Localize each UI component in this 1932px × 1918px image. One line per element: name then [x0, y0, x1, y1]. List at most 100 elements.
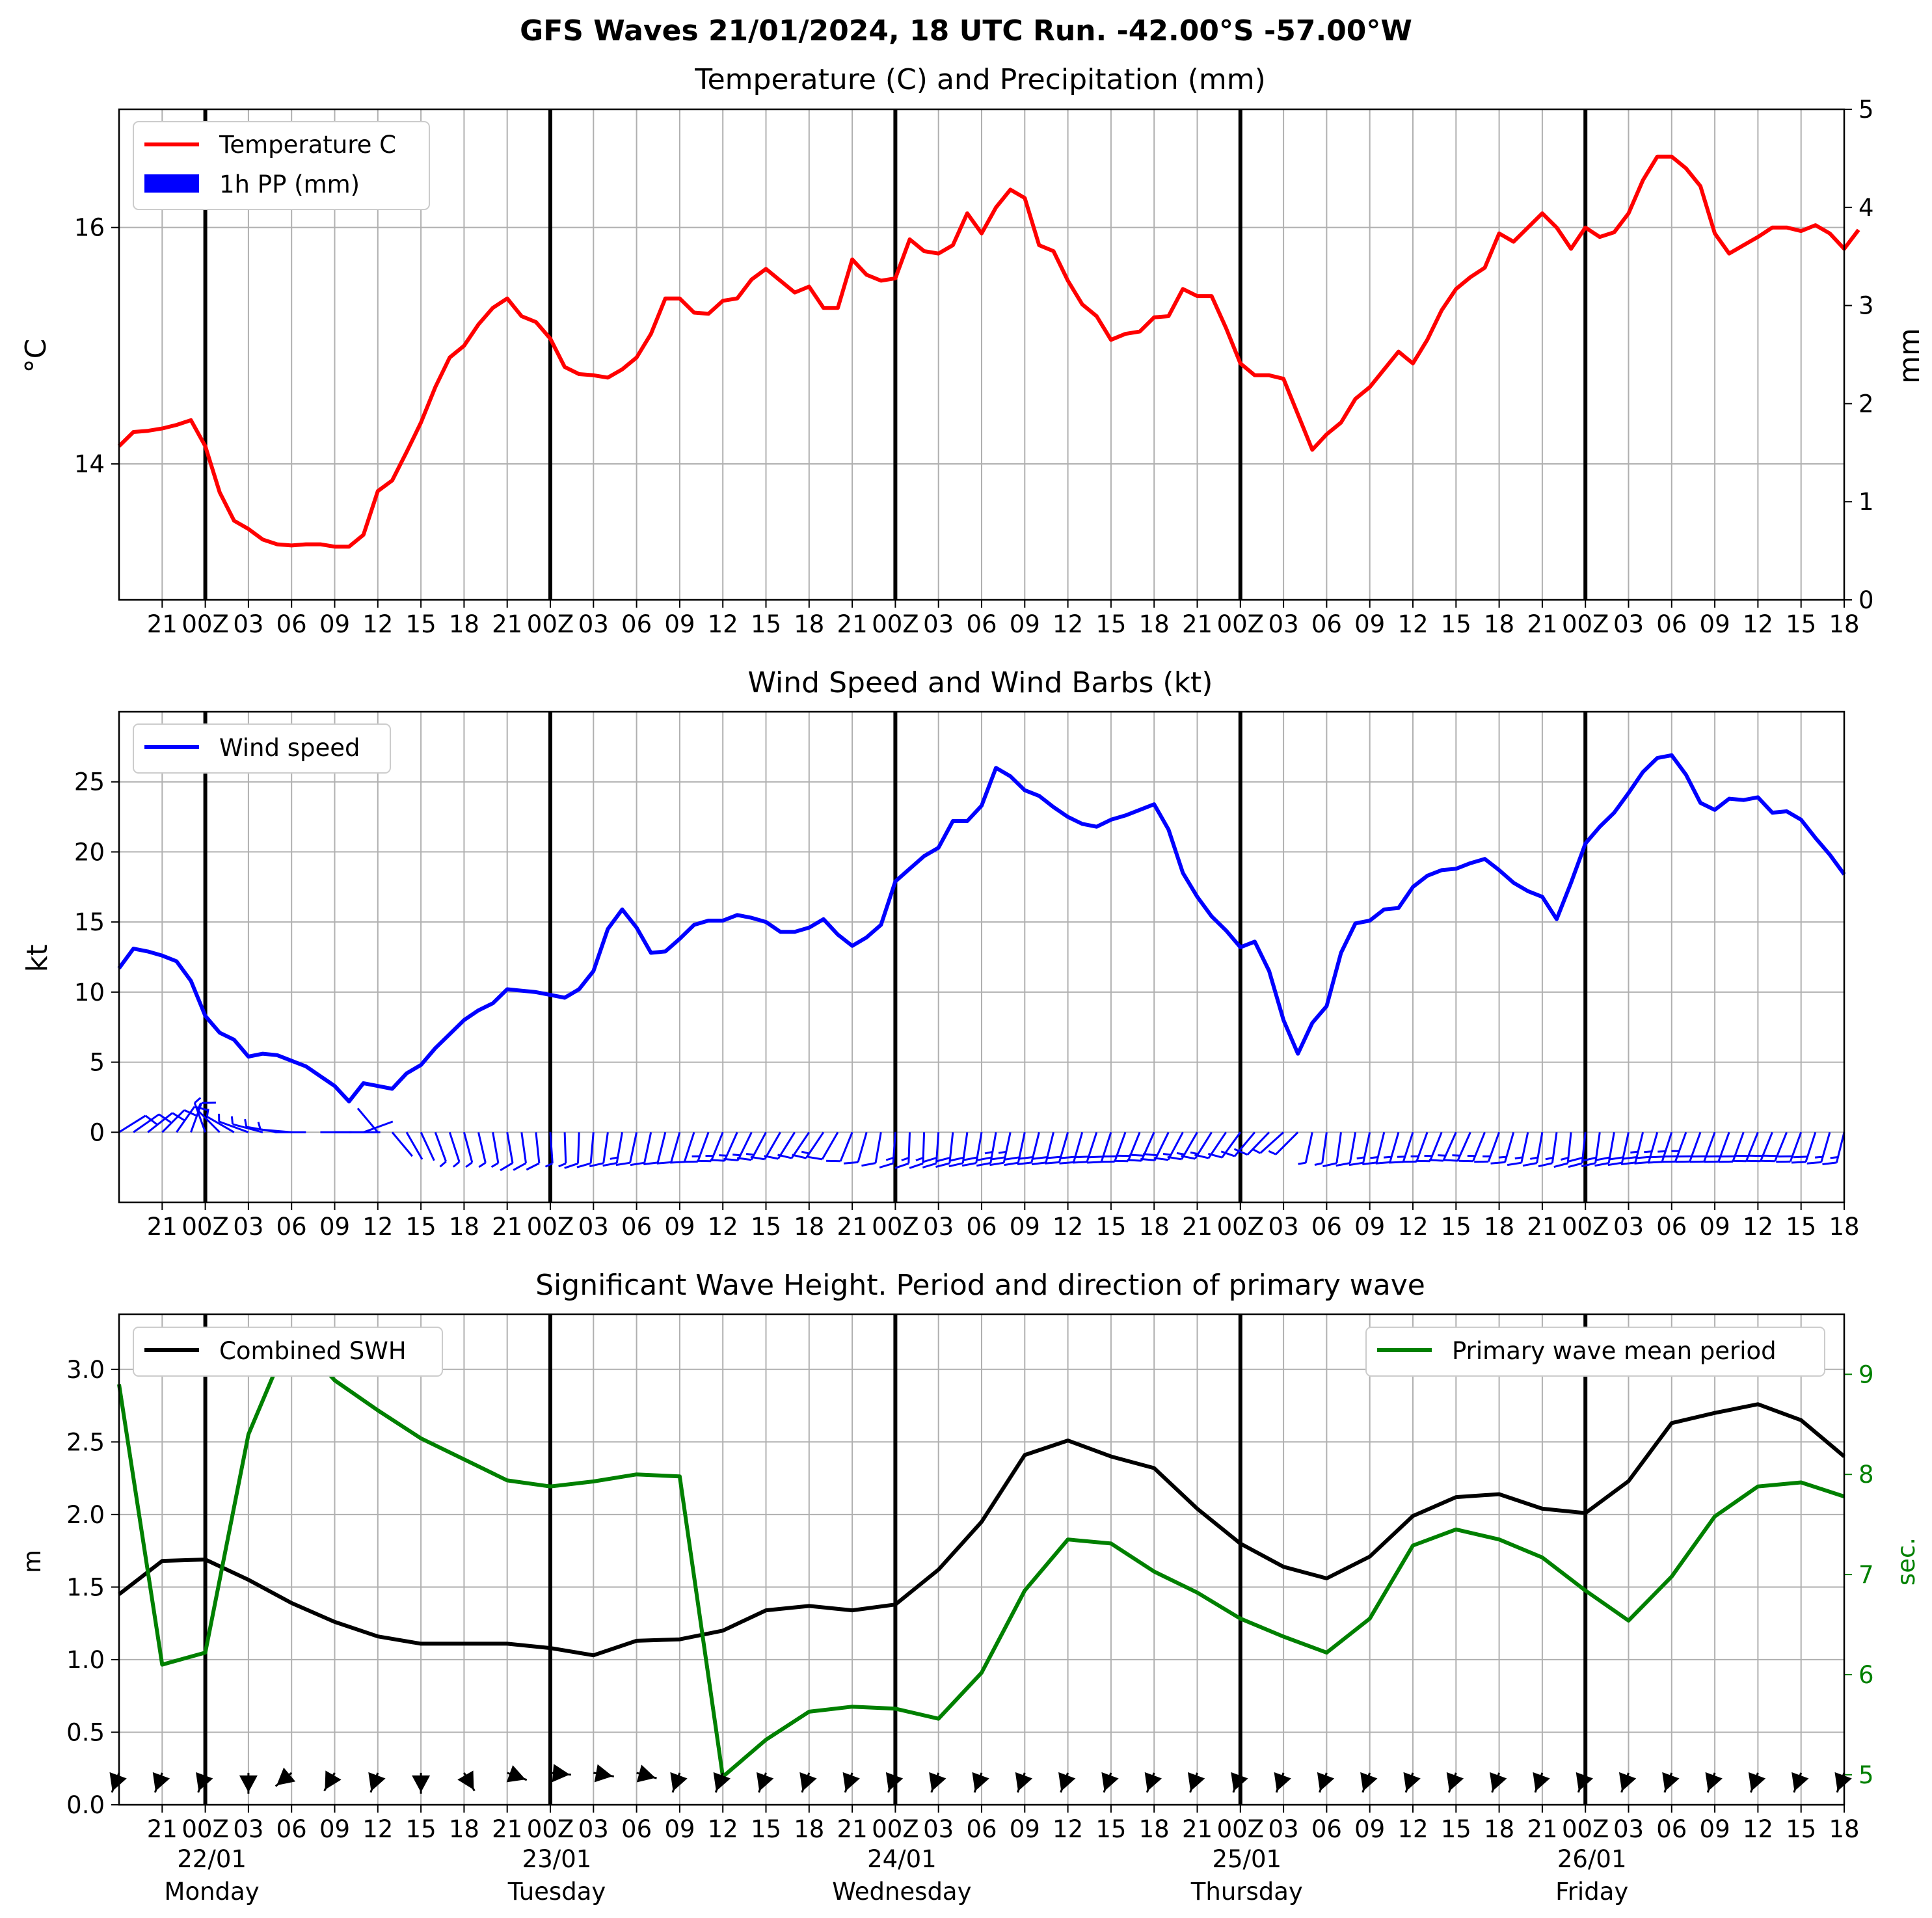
x-tick-label: 18	[794, 610, 824, 638]
wave-direction-arrow	[636, 1764, 657, 1783]
wind-barb-feather	[991, 1156, 1006, 1161]
x-tick-label: 21	[147, 1815, 178, 1843]
wave-direction-arrow	[1748, 1772, 1766, 1793]
y-tick-label: 1.0	[66, 1646, 105, 1674]
x-tick-label: 12	[1743, 1815, 1773, 1843]
wind-barb-staff	[448, 1131, 461, 1163]
wind-barb-feather	[1153, 1157, 1169, 1161]
wave-arrow-head	[1533, 1772, 1550, 1792]
x-tick-label: 09	[1354, 1213, 1385, 1241]
wind-barb-feather	[750, 1155, 765, 1161]
wave-arrow-head	[929, 1772, 946, 1792]
day-name-label: Wednesday	[832, 1878, 971, 1906]
x-tick-label: 18	[794, 1815, 824, 1843]
wind-barb-feather	[1634, 1161, 1649, 1165]
wave-direction-arrow	[799, 1772, 817, 1793]
wind-barb-staff	[839, 1131, 853, 1162]
wind-barb-staff	[420, 1131, 435, 1161]
wave-direction-arrow	[457, 1770, 476, 1792]
wind-barb-feather	[257, 1122, 262, 1130]
day-name-label: Thursday	[1190, 1878, 1303, 1906]
wind-barb-staff	[219, 1120, 249, 1133]
x-tick-label: 09	[1700, 1815, 1730, 1843]
panel2-legend: Wind speed	[133, 723, 391, 774]
wind-barb-staff	[147, 1112, 173, 1133]
x-tick-label: 06	[1656, 1213, 1687, 1241]
wind-barb-feather	[1545, 1156, 1553, 1161]
wind-barb-feather	[1622, 1156, 1637, 1160]
y-tick-label: 1.5	[66, 1573, 105, 1601]
wind-barb-feather	[1031, 1161, 1047, 1165]
wave-direction-arrow	[1705, 1772, 1723, 1793]
wind-barb-feather	[1822, 1161, 1837, 1165]
wave-direction-arrow	[1187, 1772, 1205, 1793]
wave-arrow-head	[885, 1772, 904, 1792]
x-tick-label: 12	[362, 1213, 393, 1241]
wave-arrow-head	[368, 1772, 386, 1792]
wind-barb-staff	[821, 1131, 839, 1160]
wind-barb-feather	[602, 1162, 617, 1167]
x-tick-label: 15	[751, 610, 781, 638]
x-tick-label: 09	[1010, 1815, 1040, 1843]
x-tick-label: 03	[923, 610, 954, 638]
x-tick-label: 06	[966, 610, 997, 638]
wind-barb-feather	[1530, 1156, 1538, 1160]
x-tick-label: 18	[1484, 1213, 1514, 1241]
x-tick-label: 21	[837, 1815, 868, 1843]
y-tick-label: 25	[74, 768, 105, 796]
x-tick-label: 15	[406, 610, 436, 638]
x-tick-label: 15	[1786, 1815, 1816, 1843]
wind-barb-feather	[998, 1150, 1007, 1154]
legend-precip-swatch	[144, 174, 199, 193]
wave-arrow-head	[1360, 1772, 1378, 1792]
wave-arrow-head	[594, 1764, 613, 1783]
y-tick-label: 16	[74, 214, 105, 242]
wind-barb-feather	[544, 1162, 553, 1168]
wind-barb-feather	[1005, 1156, 1020, 1161]
wave-direction-arrow	[1058, 1772, 1076, 1793]
x-tick-label: 03	[1613, 610, 1644, 638]
wind-barb-feather	[490, 1162, 499, 1168]
wave-direction-arrow	[1231, 1772, 1248, 1793]
wind-barb-feather	[1734, 1154, 1749, 1157]
wind-barb-feather	[1607, 1161, 1622, 1167]
wind-barb-feather	[1142, 1153, 1158, 1157]
wave-arrow-head	[1317, 1772, 1335, 1792]
wind-barb-staff	[1246, 1131, 1270, 1155]
x-tick-label: 00Z	[181, 1815, 228, 1843]
x-tick-label: 03	[1268, 1815, 1299, 1843]
x-tick-label: 18	[1484, 610, 1514, 638]
wind-barb-feather	[465, 1161, 473, 1168]
figure-title: GFS Waves 21/01/2024, 18 UTC Run. -42.00…	[520, 14, 1412, 47]
wind-barb-staff	[133, 1113, 160, 1133]
wave-arrow-head	[239, 1775, 258, 1792]
x-tick-label: 21	[1182, 1815, 1213, 1843]
wave-arrow-head	[1058, 1772, 1076, 1792]
wave-direction-arrow	[885, 1772, 904, 1793]
wave-arrow-head	[1274, 1772, 1291, 1792]
wind-barb-staff	[1233, 1131, 1256, 1157]
wave-direction-arrow	[1144, 1772, 1162, 1793]
wave-arrow-head	[1576, 1772, 1593, 1792]
x-tick-label: 18	[1139, 1213, 1170, 1241]
wind-barb-feather	[576, 1162, 591, 1168]
x-tick-label: 21	[492, 1213, 522, 1241]
wave-direction-arrow	[929, 1772, 946, 1793]
wind-barb-staff	[356, 1107, 379, 1133]
x-tick-label: 15	[1095, 1213, 1126, 1241]
wind-barb-staff	[1348, 1132, 1357, 1163]
wave-direction-arrow	[275, 1767, 296, 1787]
x-tick-label: 12	[708, 1815, 738, 1843]
wind-barb-feather	[901, 1157, 909, 1161]
panel3-ylabel: m	[18, 1550, 46, 1573]
wind-barb-feather	[843, 1161, 859, 1165]
wind-barb-staff	[764, 1131, 781, 1160]
wave-arrow-head	[1231, 1772, 1248, 1792]
wave-direction-arrow	[1834, 1772, 1852, 1793]
wave-direction-arrow	[1490, 1772, 1507, 1793]
wind-barb-staff	[857, 1131, 868, 1163]
wind-barb-feather	[1375, 1161, 1390, 1165]
x-tick-label: 06	[276, 610, 307, 638]
wind-barb-staff	[629, 1131, 638, 1163]
